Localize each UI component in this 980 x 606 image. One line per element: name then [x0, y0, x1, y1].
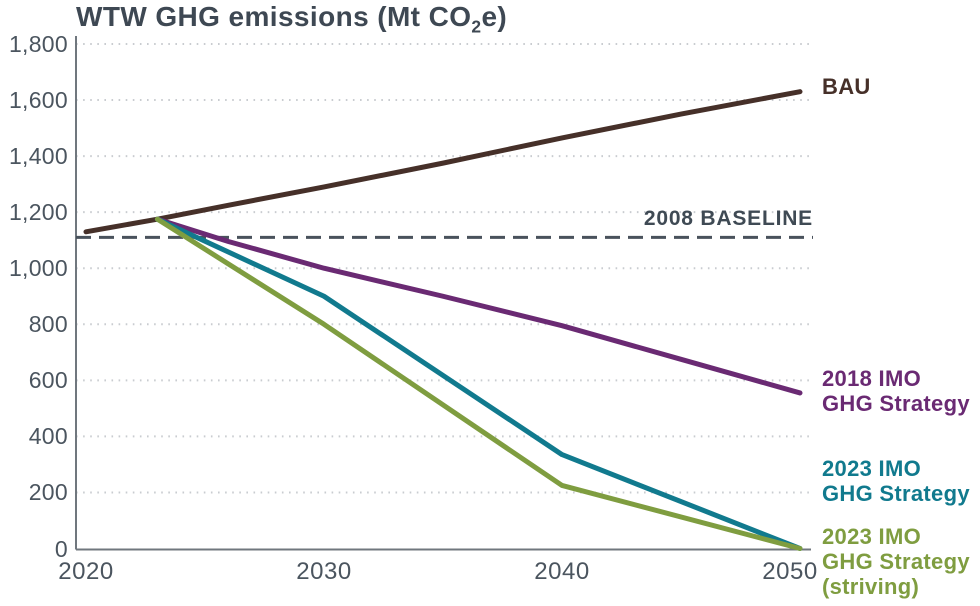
series-label-2023-imo-striving: 2023 IMO GHG Strategy (striving) [822, 524, 970, 599]
series-label-bau: BAU [822, 74, 871, 99]
series-line-bau [83, 89, 803, 235]
series-label-2023-imo: 2023 IMO GHG Strategy [822, 456, 970, 506]
x-tick-label: 2030 [296, 558, 352, 585]
y-tick-label: 1,400 [8, 143, 68, 170]
baseline-annotation: 2008 BASELINE [643, 207, 813, 230]
chart-title-pre: WTW GHG emissions (Mt CO [76, 1, 472, 32]
y-tick-label: 600 [28, 367, 68, 394]
series-label-2018-imo: 2018 IMO GHG Strategy [822, 366, 970, 416]
x-tick-label: 2040 [534, 558, 590, 585]
y-tick-label: 1,200 [8, 199, 68, 226]
chart-title-subscript: 2 [471, 16, 482, 37]
chart-title: WTW GHG emissions (Mt CO2e) [76, 1, 508, 35]
series-line-imo-2023 [154, 216, 803, 551]
y-tick-label: 400 [28, 423, 68, 450]
y-tick-label: 1,600 [8, 87, 68, 114]
x-tick-label: 2050 [762, 558, 818, 585]
y-tick-label: 800 [28, 311, 68, 338]
y-tick-label: 1,000 [8, 255, 68, 282]
y-tick-label: 200 [28, 479, 68, 506]
x-tick-label: 2020 [58, 558, 114, 585]
y-tick-label: 0 [54, 535, 68, 562]
series-line-imo-2023-striving [154, 216, 803, 551]
series-line-imo-2018 [154, 216, 803, 396]
y-tick-label: 1,800 [8, 31, 68, 57]
chart-title-post: e) [481, 1, 508, 32]
